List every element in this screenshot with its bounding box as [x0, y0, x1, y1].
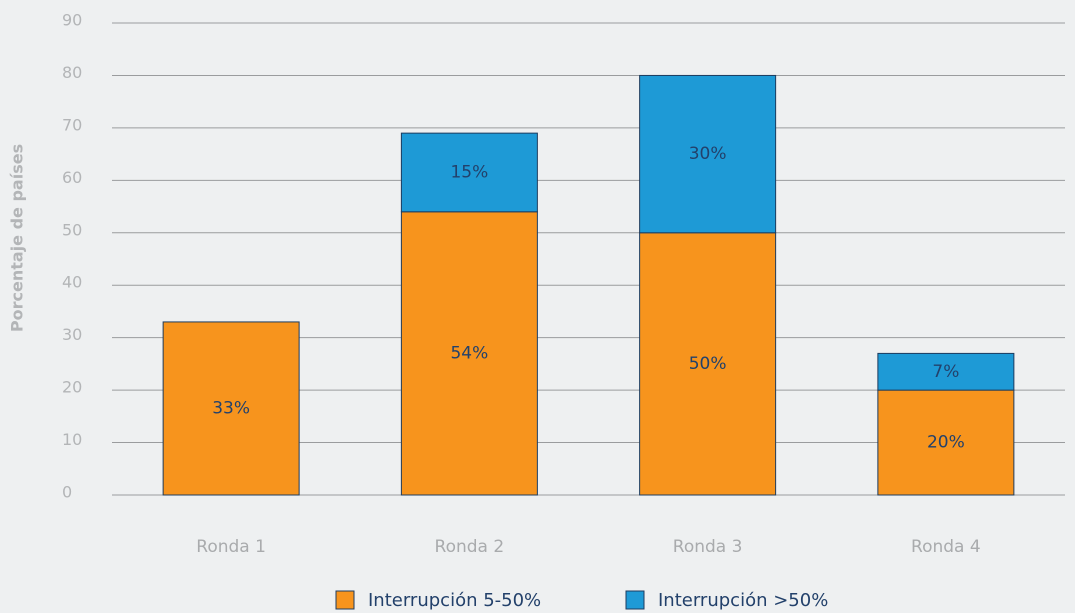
data-label: 15%: [450, 162, 488, 182]
legend-swatch: [335, 590, 355, 610]
data-label: 50%: [689, 354, 727, 374]
bar-segment: [162, 321, 300, 496]
y-tick-label: 30: [62, 325, 82, 344]
legend-swatch: [625, 590, 645, 610]
y-tick-label: 70: [62, 115, 82, 134]
data-label: 33%: [212, 398, 250, 418]
data-label: 54%: [450, 343, 488, 363]
x-tick-label: Ronda 3: [673, 537, 743, 557]
legend-label: Interrupción >50%: [658, 590, 828, 611]
y-tick-label: 90: [62, 11, 82, 30]
bar-segment: [877, 389, 1015, 496]
bar-segment: [400, 211, 538, 496]
bar-segment: [877, 352, 1015, 391]
y-tick-label: 10: [62, 430, 82, 449]
y-tick-label: 20: [62, 378, 82, 397]
data-label: 7%: [932, 362, 959, 382]
x-tick-label: Ronda 2: [435, 537, 505, 557]
y-tick-label: 40: [62, 273, 82, 292]
y-axis-label: Porcentaje de países: [8, 144, 27, 332]
data-label: 20%: [927, 433, 965, 453]
bar-segment: [639, 74, 777, 234]
y-tick-label: 50: [62, 220, 82, 239]
legend-label: Interrupción 5-50%: [368, 590, 541, 611]
data-label: 30%: [689, 144, 727, 164]
x-tick-label: Ronda 4: [911, 537, 981, 557]
bar-segment: [639, 232, 777, 496]
bar-segment: [400, 132, 538, 213]
y-tick-label: 0: [62, 483, 72, 502]
x-tick-label: Ronda 1: [196, 537, 266, 557]
y-tick-label: 80: [62, 63, 82, 82]
y-tick-label: 60: [62, 168, 82, 187]
